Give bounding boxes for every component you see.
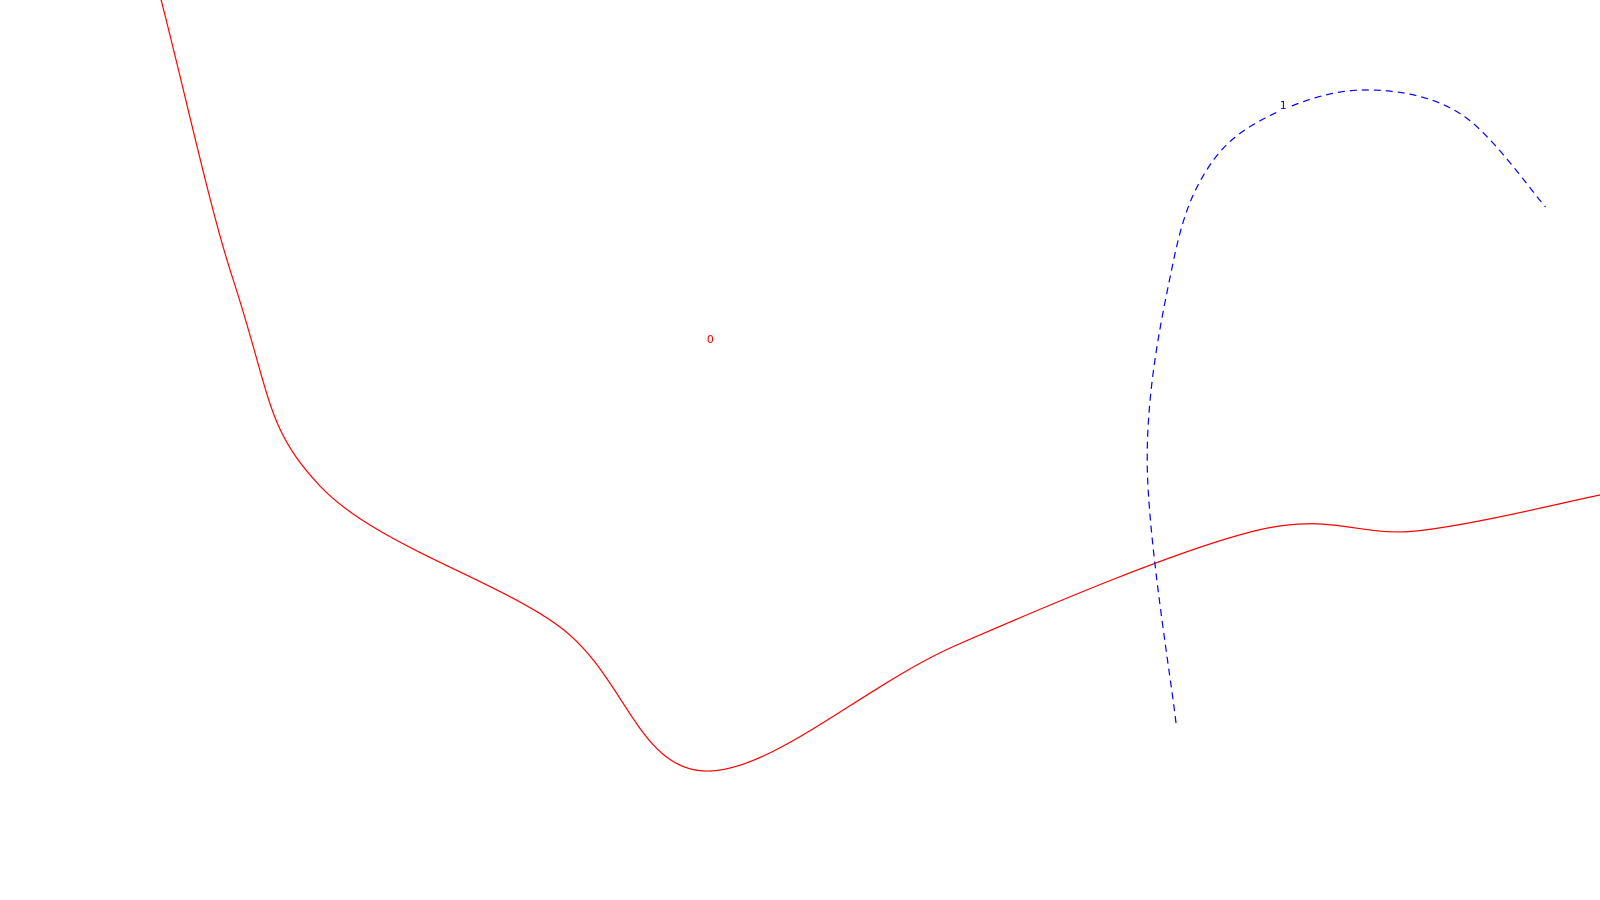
contour-line-0 xyxy=(160,0,1600,772)
contour-label-1: 1 xyxy=(1280,99,1287,112)
contour-label-background-1 xyxy=(1278,98,1289,111)
contour-label-0: 0 xyxy=(707,333,714,346)
contour-line-1 xyxy=(1146,89,1547,724)
contour-label-background-0 xyxy=(705,332,716,345)
